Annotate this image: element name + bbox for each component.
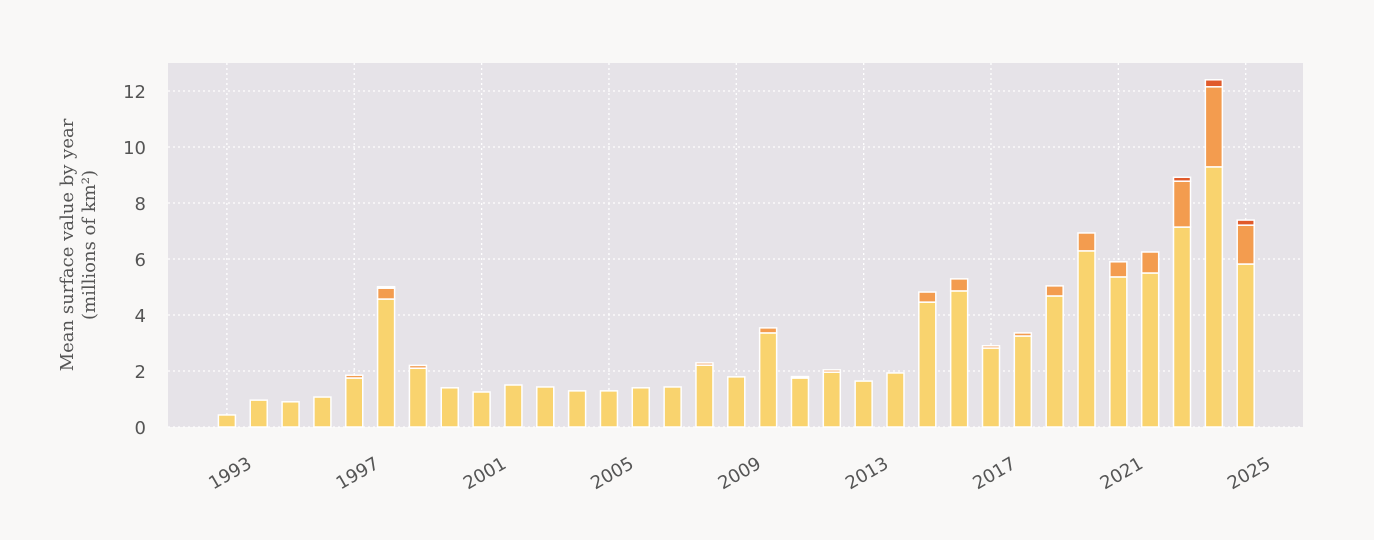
y-axis-label: (millions of km²) [79,170,100,320]
bar-segment [1045,295,1064,428]
bar-segment [949,278,969,292]
bar-segment [822,369,842,373]
bar-segment [790,377,810,428]
bar-segment [1109,276,1128,428]
bar-segment [1045,285,1064,297]
bar-segment [1172,226,1192,428]
bar-segment [758,332,778,428]
bar-segment [281,401,300,428]
bar-segment [1236,263,1255,428]
x-tick-label: 2005 [587,453,637,494]
bar-segment [949,290,969,428]
bar-segment [1236,224,1255,265]
bar-segment [727,376,746,428]
bar-segment [376,298,396,428]
plot-area [168,63,1303,427]
bar-segment [822,371,842,428]
bar-segment [918,301,937,428]
bar-segment [1236,219,1255,226]
bar-segment [1204,166,1224,428]
bar-segment [536,386,555,428]
bar-segment [472,391,491,428]
bar-segment [854,380,873,428]
bar-segment [1172,176,1192,182]
bar-segment [918,291,937,303]
bar-segment [408,367,428,428]
bar-segment [504,384,523,428]
bar-segment [1077,232,1096,252]
bar-segment [631,387,651,428]
bar-segment [1140,251,1160,274]
bar-segment [663,386,682,428]
bar-segment [344,374,364,379]
x-tick-label: 1993 [205,453,255,494]
bar-segment [1013,335,1033,428]
bar-segment [790,375,810,379]
bar-segment [599,390,619,428]
bar-segment [408,364,428,369]
bar-segment [376,287,396,300]
bar-segment [344,377,364,428]
y-tick-label: 2 [135,362,146,383]
y-tick-label: 8 [135,194,146,215]
bar-segment [1109,261,1128,278]
bar-segment [567,390,587,428]
bar-segment [981,345,1001,349]
bar-segment [249,399,268,428]
x-tick-label: 2009 [715,453,765,494]
bar-segment [1013,332,1033,337]
x-tick-label: 2021 [1097,453,1147,494]
bar-segment [217,414,237,428]
x-tick-label: 2013 [842,453,892,494]
y-tick-label: 4 [135,306,146,327]
x-tick-label: 2025 [1224,453,1274,494]
y-tick-label: 12 [123,82,146,103]
x-tick-label: 2001 [460,453,510,494]
y-axis-label: Mean surface value by year [57,118,78,371]
bar-segment [313,396,332,428]
bar-segment [376,285,396,289]
bar-segment [758,327,778,334]
y-tick-label: 0 [135,418,146,439]
y-tick-label: 6 [135,250,146,271]
x-tick-label: 2017 [969,453,1019,494]
bar-segment [1172,180,1192,228]
bar-segment [981,347,1001,428]
bar-segment [440,387,460,428]
bar-segment [886,372,905,428]
y-tick-label: 10 [123,138,146,159]
bar-segment [695,364,714,428]
bar-segment [695,362,714,366]
bar-segment [1140,272,1160,428]
bar-segment [1204,86,1224,168]
bar-segment [1077,250,1096,428]
x-tick-label: 1997 [333,453,383,494]
bar-segment [1204,79,1224,88]
